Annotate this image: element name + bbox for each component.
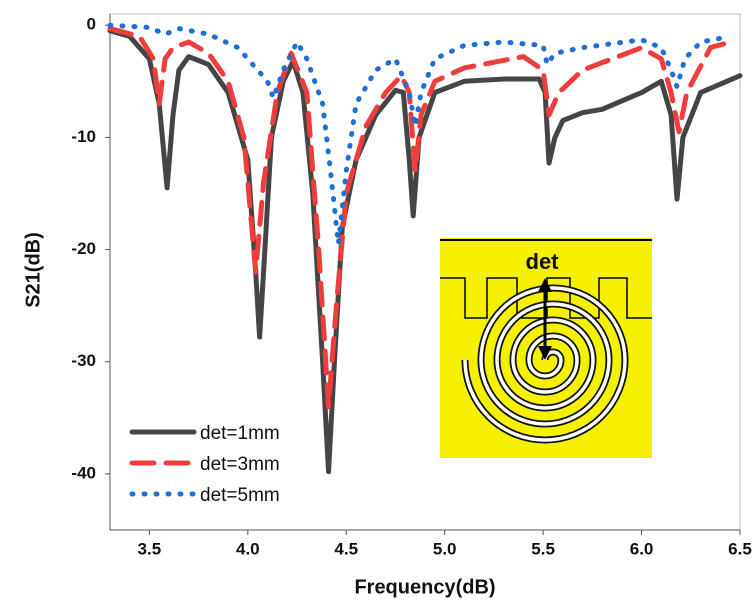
x-tick-label: 5.5 (531, 539, 555, 558)
y-tick-label: -20 (71, 239, 96, 258)
y-tick-label: -40 (71, 463, 96, 482)
x-axis-label: Frequency(dB) (354, 576, 495, 598)
x-tick-label: 3.5 (138, 539, 162, 558)
inset-diagram: det (440, 238, 656, 476)
y-axis-label: S21(dB) (22, 232, 44, 308)
inset-spiral-gap (463, 286, 627, 442)
inset-label: det (526, 249, 560, 274)
y-tick-label: -10 (71, 127, 96, 146)
x-tick-label: 4.5 (334, 539, 358, 558)
series-line (107, 22, 733, 247)
series-line (107, 26, 733, 410)
legend-label: det=1mm (200, 423, 280, 444)
y-tick-label: 0 (87, 15, 96, 34)
x-tick-label: 5.0 (433, 539, 457, 558)
legend-label: det=3mm (200, 454, 280, 475)
x-tick-label: 4.0 (236, 539, 260, 558)
x-tick-label: 6.5 (728, 539, 752, 558)
x-tick-label: 6.0 (630, 539, 654, 558)
y-tick-label: -30 (71, 351, 96, 370)
inset-comb (440, 277, 652, 319)
legend-label: det=5mm (200, 485, 280, 506)
